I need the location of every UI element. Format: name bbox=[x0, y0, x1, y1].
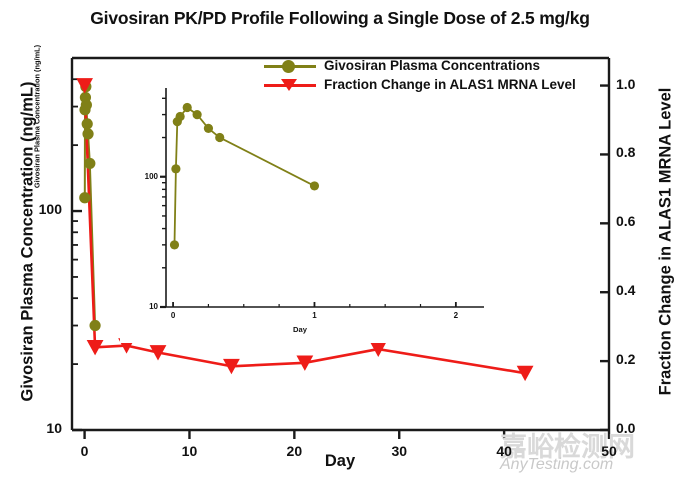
pd-data-point bbox=[223, 358, 240, 375]
inset-pk-data-point bbox=[175, 111, 185, 122]
inset-x-axis-tick-label: 0 bbox=[170, 311, 176, 320]
y-axis-right-tick-label: 0.4 bbox=[616, 282, 636, 299]
legend-item-pd[interactable]: Fraction Change in ALAS1 MRNA Level bbox=[262, 75, 576, 94]
y-axis-right-title: Fraction Change in ALAS1 MRNA Level bbox=[656, 87, 675, 396]
y-axis-right-tick-label: 0.2 bbox=[616, 351, 636, 368]
inset-y-axis-title: Givosiran Plasma Concentration (ng/mL) bbox=[32, 44, 42, 189]
pd-data-point bbox=[76, 78, 93, 94]
pd-data-point bbox=[86, 339, 104, 356]
pd-data-point bbox=[149, 345, 167, 361]
inset-background bbox=[120, 68, 534, 343]
y-axis-left-tick-label: 100 bbox=[38, 201, 62, 218]
legend-item-pk[interactable]: Givosiran Plasma Concentrations bbox=[262, 56, 576, 75]
inset-y-axis-tick-label: 100 bbox=[144, 171, 158, 181]
inset-pk-data-point bbox=[169, 240, 180, 250]
legend: Givosiran Plasma Concentrations Fraction… bbox=[262, 56, 576, 94]
y-axis-left-tick-label: 10 bbox=[46, 420, 62, 436]
pk-data-point bbox=[89, 319, 101, 332]
legend-marker-circle-icon bbox=[262, 56, 318, 75]
inset-pk-data-point bbox=[203, 123, 214, 134]
pk-data-point bbox=[84, 157, 96, 170]
legend-label-pk: Givosiran Plasma Concentrations bbox=[324, 58, 541, 73]
pk-data-point bbox=[82, 128, 94, 140]
inset-y-axis-tick-label: 10 bbox=[149, 302, 158, 311]
pd-series-line bbox=[83, 85, 526, 375]
pk-data-point bbox=[79, 192, 91, 204]
watermark-english: AnyTesting.com bbox=[500, 456, 614, 473]
x-axis-tick-label: 30 bbox=[391, 443, 408, 459]
inset-pk-data-point bbox=[182, 102, 192, 113]
pd-data-point bbox=[369, 341, 387, 358]
pk-data-point bbox=[80, 99, 92, 111]
y-axis-right-tick-label: 0.6 bbox=[616, 213, 636, 230]
page-title: Givosiran PK/PD Profile Following a Sing… bbox=[90, 8, 590, 28]
legend-marker-triangle-icon bbox=[262, 75, 318, 94]
x-axis-tick-label: 10 bbox=[181, 443, 198, 459]
x-axis-tick-label: 20 bbox=[286, 443, 303, 459]
y-axis-right-tick-label: 0.0 bbox=[616, 420, 636, 436]
pk-data-point bbox=[81, 118, 93, 130]
legend-label-pd: Fraction Change in ALAS1 MRNA Level bbox=[324, 77, 576, 92]
x-axis-tick-label: 0 bbox=[80, 443, 89, 459]
inset-pk-data-point bbox=[171, 164, 181, 174]
watermark-chinese: 嘉峪检测网 bbox=[500, 432, 635, 462]
inset-pk-data-point bbox=[309, 181, 320, 191]
inset-x-axis-tick-label: 1 bbox=[312, 311, 317, 320]
inset-pk-data-point bbox=[215, 132, 225, 143]
pd-data-point bbox=[296, 355, 314, 371]
inset-x-axis-tick-label: 2 bbox=[453, 311, 459, 320]
inset-pk-data-point bbox=[192, 109, 202, 120]
x-axis-title: Day bbox=[324, 452, 356, 470]
x-axis-tick-label: 50 bbox=[601, 443, 617, 459]
inset-x-axis-title: Day bbox=[293, 325, 307, 334]
pd-data-point bbox=[516, 365, 534, 382]
y-axis-right-tick-label: 1.0 bbox=[616, 75, 636, 92]
x-axis-tick-label: 40 bbox=[496, 443, 512, 459]
y-axis-right-tick-label: 0.8 bbox=[616, 144, 636, 161]
